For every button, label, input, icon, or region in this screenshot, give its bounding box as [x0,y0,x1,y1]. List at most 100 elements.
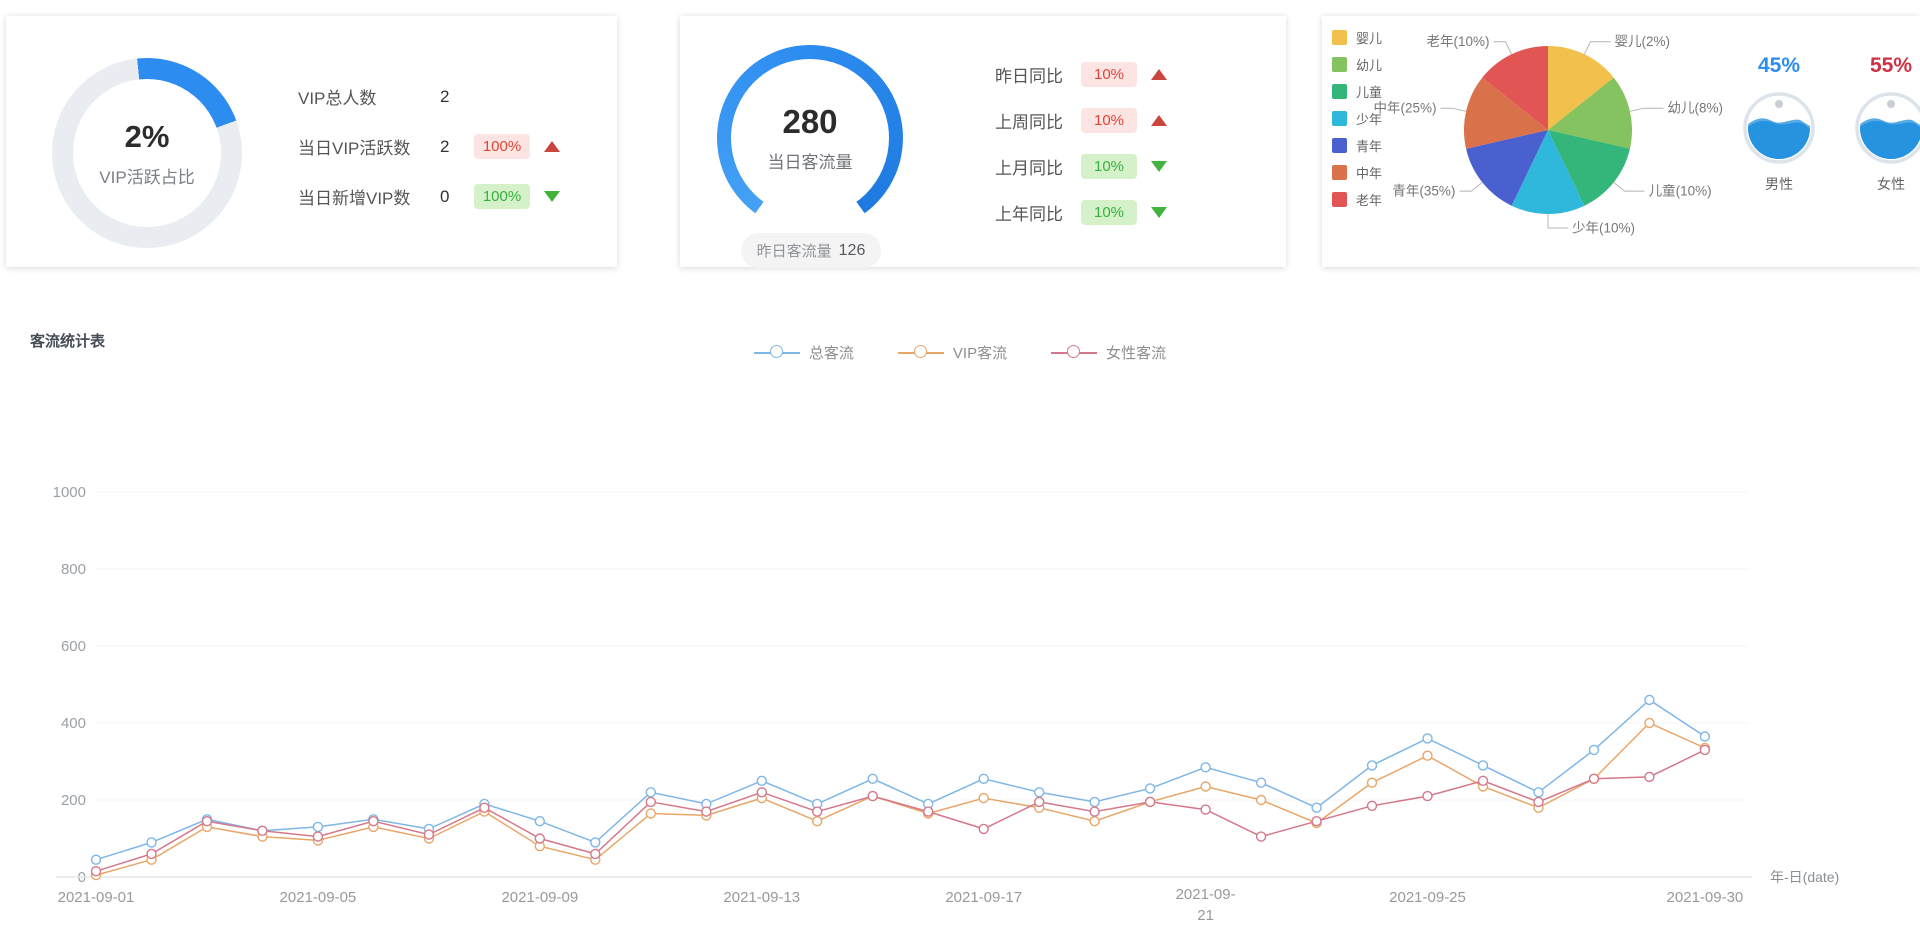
flow-line-chart: 020040060080010002021-09-012021-09-05202… [53,484,1840,924]
flow-legend-item-女性客流[interactable]: 女性客流 [1051,342,1166,363]
data-point-女性客流 [1533,796,1544,808]
legend-swatch [1332,29,1347,45]
vip-stat-row-label: 当日新增VIP数 [298,189,411,208]
data-point-VIP客流 [978,792,989,804]
data-point-总客流 [1144,783,1156,794]
traffic-compare-row-badge: 10% [1081,108,1137,133]
data-point-女性客流 [1644,771,1655,783]
liquid-fill-icon [1743,92,1815,164]
data-point-总客流 [1366,760,1378,771]
legend-label: 中年 [1356,165,1383,181]
age-legend-item[interactable]: 婴儿 [1332,29,1383,46]
vip-summary-card: 2% VIP活跃占比 VIP总人数 2 当日VIP活跃数 2 100% 当日新增VIP数 0… [6,16,617,267]
data-point-总客流 [90,854,102,865]
legend-label: 少年 [1356,111,1383,127]
legend-label: 婴儿 [1356,30,1383,46]
yesterday-traffic-value: 126 [838,241,866,259]
pie-slice-婴儿[interactable] [1548,45,1614,130]
data-point-女性客流 [645,796,656,808]
traffic-compare-row: 昨日同比 10% [995,60,1167,89]
traffic-compare-row-label: 昨日同比 [995,67,1063,86]
pie-slice-青年[interactable] [1466,130,1548,206]
line-legend-marker [1051,345,1098,360]
legend-label: 儿童 [1356,84,1383,100]
data-point-VIP客流 [1422,750,1433,761]
data-point-总客流 [867,773,878,784]
data-point-女性客流 [257,825,268,836]
male-percent: 45% [1757,54,1801,77]
x-axis-tick-label: 2021-09-17 [945,889,1022,906]
data-point-VIP客流 [1089,816,1100,827]
traffic-compare-row: 上年同比 10% [995,198,1167,227]
data-point-总客流 [978,773,989,784]
data-point-总客流 [534,816,545,827]
data-point-女性客流 [1699,744,1711,756]
x-axis-tick-label: 2021-09-30 [1667,889,1744,906]
data-point-女性客流 [1089,806,1100,817]
data-point-女性客流 [590,848,601,860]
pie-callout-label: 老年(10%) [1426,34,1489,49]
pie-callout-line [1629,107,1664,112]
pie-callout-label: 少年(10%) [1572,221,1635,236]
demographics-card: 婴儿幼儿儿童少年青年中年老年 婴儿(2%) 幼儿(8%) 儿童(10%) 少年(10%… [1322,16,1920,267]
traffic-compare-row-badge: 10% [1081,154,1137,179]
vip-stat-row: 当日VIP活跃数 2 100% [298,132,560,161]
data-point-女性客流 [1477,775,1489,786]
data-point-总客流 [146,837,157,848]
flow-legend-item-VIP客流[interactable]: VIP客流 [897,342,1008,363]
vip-stat-row-value: 0 [440,186,450,206]
trend-up-icon [1151,115,1167,126]
vip-stat-row: VIP总人数 2 [298,82,560,111]
age-legend-item[interactable]: 幼儿 [1332,56,1382,73]
daily-traffic-label: 当日客流量 [767,153,853,172]
trend-up-icon [1151,69,1167,80]
data-point-总客流 [312,821,324,833]
y-axis-tick-label: 800 [61,561,86,578]
legend-circle [769,345,783,358]
x-axis-tick-label: 21 [1197,907,1214,924]
age-legend-item[interactable]: 青年 [1332,137,1382,154]
age-legend-item[interactable]: 儿童 [1332,83,1383,100]
pie-slice-中年[interactable] [1463,77,1548,149]
traffic-compare-list: 昨日同比 10% 上周同比 10% 上月同比 10% 上年同比 10% [995,60,1167,227]
data-point-女性客流 [978,823,989,835]
trend-down-icon [544,191,560,202]
age-legend-item[interactable]: 中年 [1332,164,1383,181]
traffic-compare-row-label: 上年同比 [995,205,1063,224]
daily-traffic-gauge: 280 当日客流量 [717,45,903,231]
data-point-VIP客流 [1366,777,1378,788]
data-point-女性客流 [1311,816,1322,827]
pie-slice-老年[interactable] [1482,45,1548,130]
gender-ratio-panel: 45% 男性 55% 女性 [1736,54,1920,194]
yesterday-traffic-pill: 昨日客流量 126 [741,233,881,268]
data-point-女性客流 [1588,773,1600,784]
data-point-女性客流 [90,866,102,877]
pie-slice-幼儿[interactable] [1548,77,1633,149]
age-legend-item[interactable]: 老年 [1332,191,1382,208]
female-percent: 55% [1869,54,1913,77]
daily-traffic-value: 280 [782,103,838,140]
data-point-女性客流 [1422,790,1433,802]
data-point-女性客流 [812,806,823,817]
y-axis-tick-label: 1000 [53,484,86,501]
flow-legend-item-总客流[interactable]: 总客流 [753,342,854,363]
data-point-女性客流 [534,833,545,844]
female-label: 女性 [1877,176,1905,192]
pie-slice-少年[interactable] [1511,130,1585,214]
age-pie-chart: 婴儿(2%) 幼儿(8%) 儿童(10%) 少年(10%) 青年(35%) 中年(25%)… [1373,34,1723,236]
female-gauge: 55% 女性 [1848,54,1920,194]
vip-active-percent: 2% [124,118,170,154]
legend-label: VIP客流 [952,345,1008,362]
pie-slice-儿童[interactable] [1548,130,1630,206]
x-axis-tick-label: 2021-09-09 [501,889,578,906]
y-axis-tick-label: 400 [61,715,86,732]
data-point-总客流 [1033,787,1045,798]
vip-stats-list: VIP总人数 2 当日VIP活跃数 2 100% 当日新增VIP数 0 100% [298,82,560,211]
y-axis-tick-label: 200 [61,792,86,809]
trend-up-icon [544,141,560,152]
age-legend-item[interactable]: 少年 [1332,110,1383,127]
series-line-VIP客流 [95,722,1706,876]
vip-donut-center: 2% VIP活跃占比 [73,79,221,227]
data-point-女性客流 [1033,796,1045,808]
